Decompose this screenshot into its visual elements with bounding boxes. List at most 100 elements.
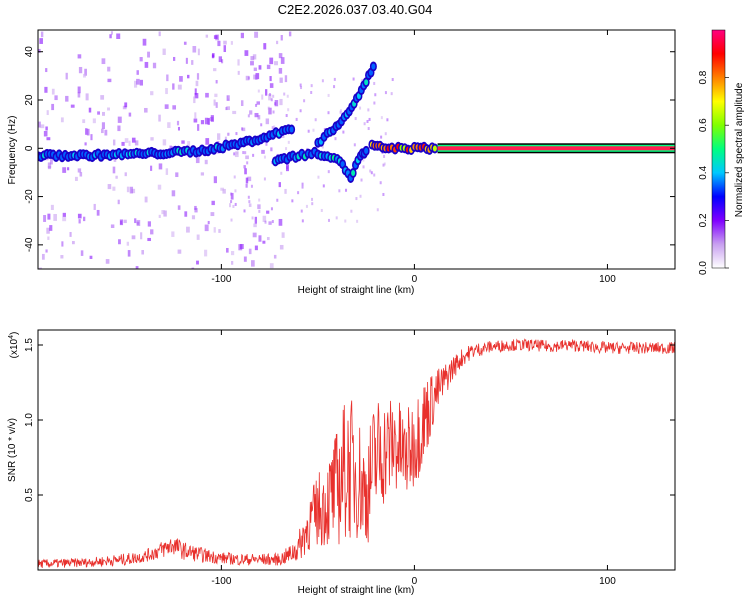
spectrogram-speckle [247, 176, 252, 182]
spectrogram-speckle [228, 203, 232, 208]
spectrogram-speckle [60, 117, 64, 123]
spectrogram-speckle [263, 155, 266, 159]
spectrogram-speckle [356, 219, 359, 223]
spectrogram-speckle [268, 107, 272, 115]
spectrogram-speckle [284, 75, 288, 83]
spectrogram-speckle [257, 204, 261, 210]
spectrogram-speckle [366, 119, 369, 123]
spectrogram-speckle [363, 122, 366, 126]
spectrogram-speckle [172, 105, 177, 110]
spectrogram-speckle [252, 232, 257, 238]
spectrogram-speckle [241, 268, 245, 269]
spectrogram-speckle [175, 172, 179, 178]
spectrogram-trace-core [437, 146, 675, 151]
spectrogram-speckle [280, 35, 283, 41]
spectrogram-speckle [109, 34, 112, 39]
spectrogram-speckle [150, 229, 154, 235]
spectrogram-speckle [131, 235, 136, 240]
spectrogram-speckle [139, 57, 143, 62]
spectrogram-blob-core [351, 170, 356, 177]
spectrogram-speckle [251, 216, 254, 220]
spectrogram-speckle [243, 256, 247, 262]
spectrogram-speckle [171, 190, 176, 197]
spectrogram-speckle [240, 100, 244, 106]
spectrogram-speckle [204, 249, 208, 257]
spectrogram-speckle [211, 200, 215, 206]
spectrogram-speckle [273, 254, 277, 259]
spectrogram-speckle [88, 107, 92, 113]
spectrogram-speckle [254, 216, 258, 224]
spectrogram-speckle [273, 125, 276, 129]
spectrogram-speckle [231, 261, 234, 265]
spectrogram-speckle [74, 176, 78, 181]
spectrogram-speckle [261, 94, 264, 100]
spectrogram-speckle [248, 200, 251, 204]
spectrogram-speckle [141, 250, 145, 255]
spectrogram-speckle [241, 127, 244, 131]
spectrogram-speckle [171, 231, 175, 237]
spectrogram-speckle [101, 122, 105, 130]
spectrogram-speckle [127, 250, 131, 257]
spectrogram-speckle [215, 80, 218, 84]
spectrogram-speckle [258, 235, 262, 242]
spectrogram-speckle [244, 50, 249, 56]
spectrogram-speckle [243, 209, 246, 213]
bottom-x-axis-label: Height of straight line (km) [298, 585, 415, 596]
spectrogram-speckle [361, 79, 364, 83]
spectrogram-speckle [147, 237, 152, 242]
colorbar-tick-label: 0.4 [698, 165, 709, 179]
spectrogram-speckle [264, 220, 267, 224]
spectrogram-speckle [47, 166, 52, 170]
spectrogram-speckle [89, 255, 93, 259]
spectrogram-speckle [70, 104, 75, 108]
spectrogram-speckle [131, 137, 136, 143]
spectrogram-speckle [262, 240, 266, 244]
spectrogram-speckle [45, 126, 48, 131]
spectrogram-speckle [269, 263, 274, 269]
spectrogram-speckle [213, 35, 218, 39]
spectrogram-speckle [79, 172, 83, 177]
spectrogram-speckle [179, 76, 183, 82]
spectrogram-speckle [278, 182, 281, 188]
spectrogram-speckle [83, 216, 86, 222]
spectrogram-speckle [173, 56, 176, 61]
spectrogram-speckle [362, 165, 365, 169]
spectrogram-speckle [233, 152, 236, 156]
colorbar-label: Normalized spectral amplitude [734, 82, 745, 217]
spectrogram-speckle [230, 192, 234, 200]
spectrogram-speckle [245, 155, 249, 160]
spectrogram-speckle [147, 221, 151, 227]
spectrogram-speckle [279, 244, 284, 250]
spectrogram-speckle [65, 95, 69, 102]
spectrogram-speckle [254, 112, 259, 118]
spectrogram-speckle [116, 33, 121, 39]
spectrogram-speckle [192, 46, 197, 53]
top-x-tick-label: 0 [412, 274, 418, 285]
spectrogram-speckle [300, 86, 303, 90]
spectrogram-speckle [84, 142, 87, 146]
spectrogram-speckle [369, 169, 372, 173]
spectrogram-speckle [305, 204, 308, 208]
spectrogram-speckle [115, 175, 118, 179]
spectrogram-speckle [176, 120, 180, 126]
spectrogram-speckle [327, 111, 330, 115]
spectrogram-speckle [110, 31, 113, 35]
spectrogram-speckle [380, 135, 383, 139]
spectrogram-speckle [233, 175, 236, 179]
spectrogram-speckle [374, 93, 377, 97]
y-multiplier-label: (x104) [8, 332, 20, 359]
spectrogram-speckle [196, 260, 199, 265]
spectrogram-speckle [47, 213, 51, 220]
spectrogram-speckle [230, 251, 235, 256]
spectrogram-speckle [268, 93, 271, 97]
spectrogram-speckle [241, 127, 246, 132]
spectrogram-speckle [205, 138, 210, 145]
spectrogram-speckle [117, 199, 120, 205]
spectrogram-speckle [104, 129, 108, 136]
spectrogram-speckle [250, 61, 254, 66]
spectrogram-speckle [107, 184, 112, 190]
spectrogram-speckle [46, 227, 50, 234]
spectrogram-speckle [213, 99, 216, 106]
spectrogram-speckle [310, 90, 313, 94]
spectrogram-speckle [267, 106, 270, 110]
